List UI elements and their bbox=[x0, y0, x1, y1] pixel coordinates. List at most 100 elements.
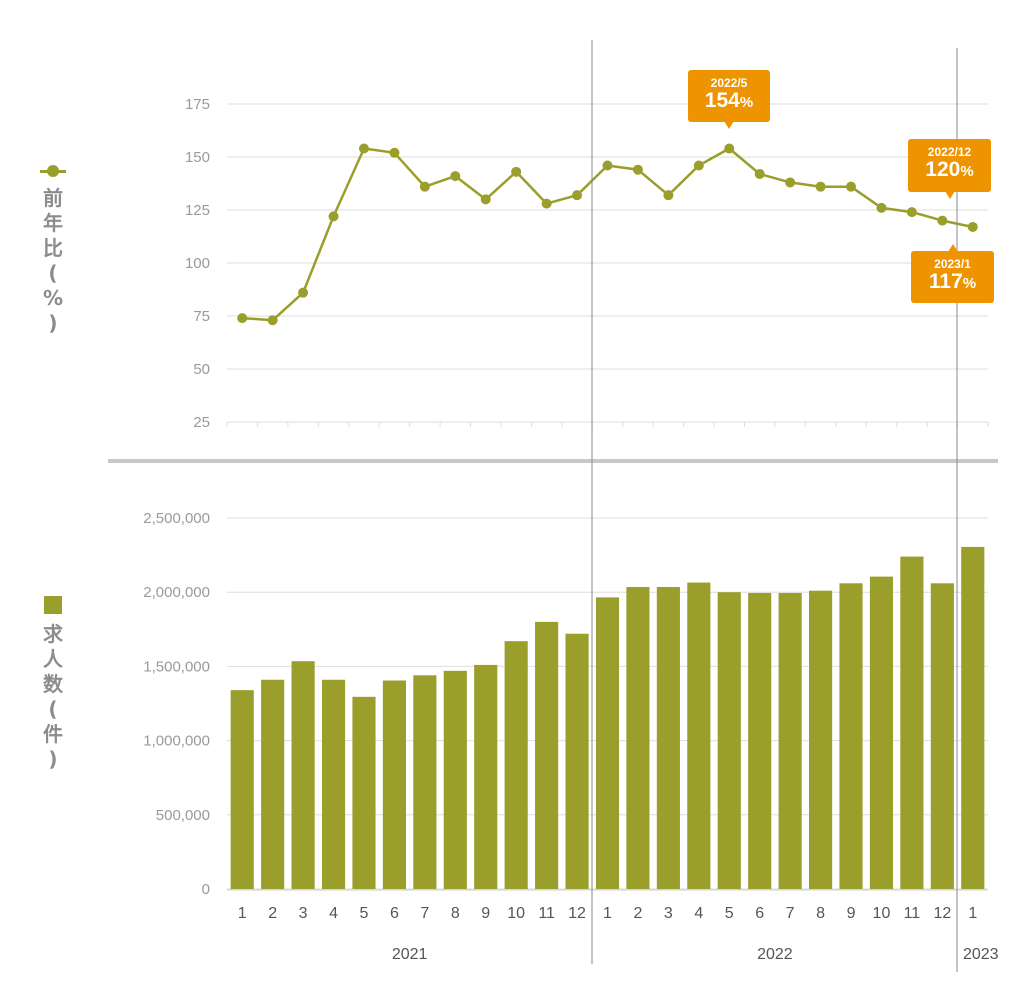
x-tick-label: 8 bbox=[816, 905, 825, 922]
line-point bbox=[419, 181, 430, 192]
line-path bbox=[242, 147, 974, 322]
x-tick-label: 5 bbox=[725, 905, 734, 922]
x-tick-label: 6 bbox=[390, 905, 399, 922]
line-point bbox=[267, 315, 278, 326]
callout-value: 120 bbox=[925, 158, 961, 181]
bar bbox=[413, 675, 437, 889]
x-tick-label: 1 bbox=[603, 905, 612, 922]
x-tick-label: 8 bbox=[451, 905, 460, 922]
axis-title-char: ( bbox=[48, 261, 58, 285]
line-y-tick-label: 75 bbox=[193, 308, 210, 325]
axis-title-char: 数 bbox=[43, 672, 63, 696]
bar bbox=[443, 670, 467, 889]
bar bbox=[595, 597, 620, 889]
line-y-axis-title: 前年比(%) bbox=[38, 160, 68, 336]
bar bbox=[687, 582, 711, 889]
bar-y-tick-label: 1,500,000 bbox=[143, 658, 210, 675]
callout-date: 2023/1 bbox=[934, 257, 971, 271]
bar bbox=[656, 587, 680, 889]
line-chart-grid bbox=[108, 103, 998, 463]
bar-legend-icon bbox=[44, 596, 62, 614]
bar-y-axis-title: 求人数(件) bbox=[38, 596, 68, 772]
callout-2022-5: 2022/5 154% bbox=[688, 70, 770, 129]
axis-title-char: 件 bbox=[43, 722, 63, 746]
bar bbox=[321, 679, 346, 889]
x-tick-label: 11 bbox=[538, 905, 555, 922]
callout-date: 2022/12 bbox=[927, 145, 972, 159]
line-point bbox=[846, 181, 857, 192]
axis-title-char: 比 bbox=[43, 236, 63, 260]
x-tick-label: 4 bbox=[329, 905, 338, 922]
axis-title-char: ) bbox=[48, 747, 58, 771]
line-point bbox=[602, 160, 613, 171]
axis-title-char: 年 bbox=[43, 211, 63, 235]
x-tick-label: 2 bbox=[633, 905, 642, 922]
axis-title-char: % bbox=[42, 286, 64, 310]
line-y-tick-label: 150 bbox=[185, 149, 210, 166]
bar bbox=[291, 661, 315, 889]
bar bbox=[261, 679, 285, 889]
line-point bbox=[389, 147, 400, 158]
bar-chart-y-axis: 0 500,000 1,000,000 1,500,000 2,000,000 2,500… bbox=[143, 510, 210, 898]
bar bbox=[504, 641, 528, 889]
line-y-tick-label: 125 bbox=[185, 202, 210, 219]
line-legend-icon bbox=[38, 160, 68, 182]
line-point bbox=[937, 215, 948, 226]
bar-y-tick-label: 2,000,000 bbox=[143, 584, 210, 601]
line-point bbox=[572, 190, 583, 201]
x-tick-label: 9 bbox=[481, 905, 490, 922]
year-label: 2023 bbox=[963, 946, 999, 963]
x-tick-label: 10 bbox=[873, 905, 891, 922]
bar bbox=[900, 556, 924, 889]
callout-date: 2022/5 bbox=[710, 76, 748, 90]
callout-value: 117 bbox=[928, 270, 963, 293]
callout-unit: % bbox=[960, 163, 974, 180]
line-point bbox=[876, 202, 887, 213]
x-tick-label: 10 bbox=[507, 905, 525, 922]
bar bbox=[717, 592, 741, 889]
bar-y-tick-label: 500,000 bbox=[156, 807, 210, 824]
x-tick-label: 11 bbox=[904, 905, 921, 922]
line-point bbox=[450, 171, 461, 182]
bar bbox=[382, 680, 406, 889]
x-tick-label: 6 bbox=[755, 905, 764, 922]
line-point bbox=[967, 221, 978, 232]
x-tick-label: 3 bbox=[299, 905, 308, 922]
line-y-tick-label: 175 bbox=[185, 96, 210, 113]
year-label: 2022 bbox=[757, 946, 793, 963]
bar-y-tick-label: 1,000,000 bbox=[143, 733, 210, 750]
line-y-tick-label: 50 bbox=[193, 361, 210, 378]
x-tick-label: 12 bbox=[568, 905, 586, 922]
bar bbox=[626, 587, 650, 889]
bar bbox=[535, 621, 559, 889]
line-series bbox=[237, 143, 978, 326]
line-point bbox=[785, 177, 796, 188]
callout-2022-12: 2022/12 120% bbox=[908, 139, 991, 199]
x-tick-label: 12 bbox=[933, 905, 951, 922]
callout-unit: % bbox=[962, 275, 977, 292]
x-axis-years: 2021 2022 2023 bbox=[392, 946, 999, 963]
line-point bbox=[480, 194, 491, 205]
line-point bbox=[724, 143, 735, 154]
x-tick-label: 5 bbox=[360, 905, 369, 922]
line-point bbox=[541, 198, 552, 209]
line-point bbox=[511, 166, 522, 177]
bar bbox=[230, 690, 254, 889]
bar bbox=[352, 696, 376, 889]
x-tick-label: 3 bbox=[664, 905, 673, 922]
line-point bbox=[754, 168, 765, 179]
bar bbox=[748, 592, 772, 889]
bar bbox=[778, 592, 802, 889]
axis-title-char: ( bbox=[48, 697, 58, 721]
line-y-tick-label: 25 bbox=[193, 414, 210, 431]
x-tick-label: 4 bbox=[694, 905, 703, 922]
bar bbox=[839, 583, 863, 889]
x-tick-label: 2 bbox=[268, 905, 277, 922]
line-point bbox=[358, 143, 369, 154]
axis-title-char: ) bbox=[48, 311, 58, 335]
x-tick-label: 7 bbox=[786, 905, 795, 922]
line-point bbox=[632, 164, 643, 175]
axis-title-char: 人 bbox=[43, 647, 63, 671]
x-tick-label: 1 bbox=[968, 905, 977, 922]
